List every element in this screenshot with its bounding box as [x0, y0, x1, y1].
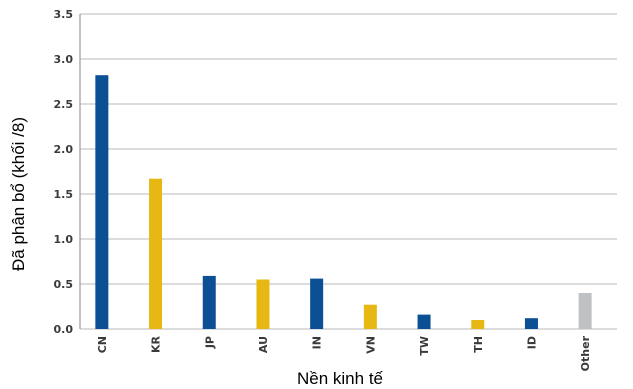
bar-th — [471, 320, 485, 329]
bar-in — [310, 278, 324, 329]
x-tick-label-cn: CN — [96, 336, 109, 353]
gridlines — [80, 13, 617, 330]
x-tick-label-tw: TW — [418, 336, 431, 356]
bar-vn — [363, 304, 377, 329]
bar-jp — [202, 275, 216, 329]
bar-other — [578, 293, 592, 329]
y-tick-label: 2.5 — [54, 98, 74, 111]
y-tick-label: 1.5 — [54, 188, 74, 201]
y-tick-label: 1.0 — [54, 233, 74, 246]
y-tick-label: 3.0 — [54, 53, 74, 66]
bar-cn — [95, 75, 109, 329]
bars — [95, 75, 592, 329]
y-tick-label: 2.0 — [54, 143, 74, 156]
x-tick-label-other: Other — [579, 335, 592, 371]
bar-au — [256, 279, 270, 329]
x-tick-label-jp: JP — [203, 336, 216, 349]
bar-id — [524, 318, 538, 329]
bar-kr — [149, 178, 163, 329]
x-tick-labels: CN KR JP AU IN VN TW TH ID Other — [96, 335, 592, 371]
bar-tw — [417, 314, 431, 329]
x-tick-label-id: ID — [525, 336, 538, 349]
x-tick-label-in: IN — [311, 336, 324, 349]
y-tick-labels: 0.0 0.5 1.0 1.5 2.0 2.5 3.0 3.5 — [54, 8, 74, 336]
y-axis-title: Đã phân bổ (khối /8) — [9, 117, 28, 271]
x-tick-label-vn: VN — [364, 336, 377, 354]
y-tick-label: 3.5 — [54, 8, 74, 21]
x-tick-label-au: AU — [257, 336, 270, 353]
x-tick-label-th: TH — [472, 336, 485, 353]
y-tick-label: 0.5 — [54, 278, 74, 291]
y-tick-label: 0.0 — [54, 323, 74, 336]
x-tick-label-kr: KR — [150, 335, 163, 353]
x-axis-title: Nền kinh tế — [297, 369, 384, 388]
